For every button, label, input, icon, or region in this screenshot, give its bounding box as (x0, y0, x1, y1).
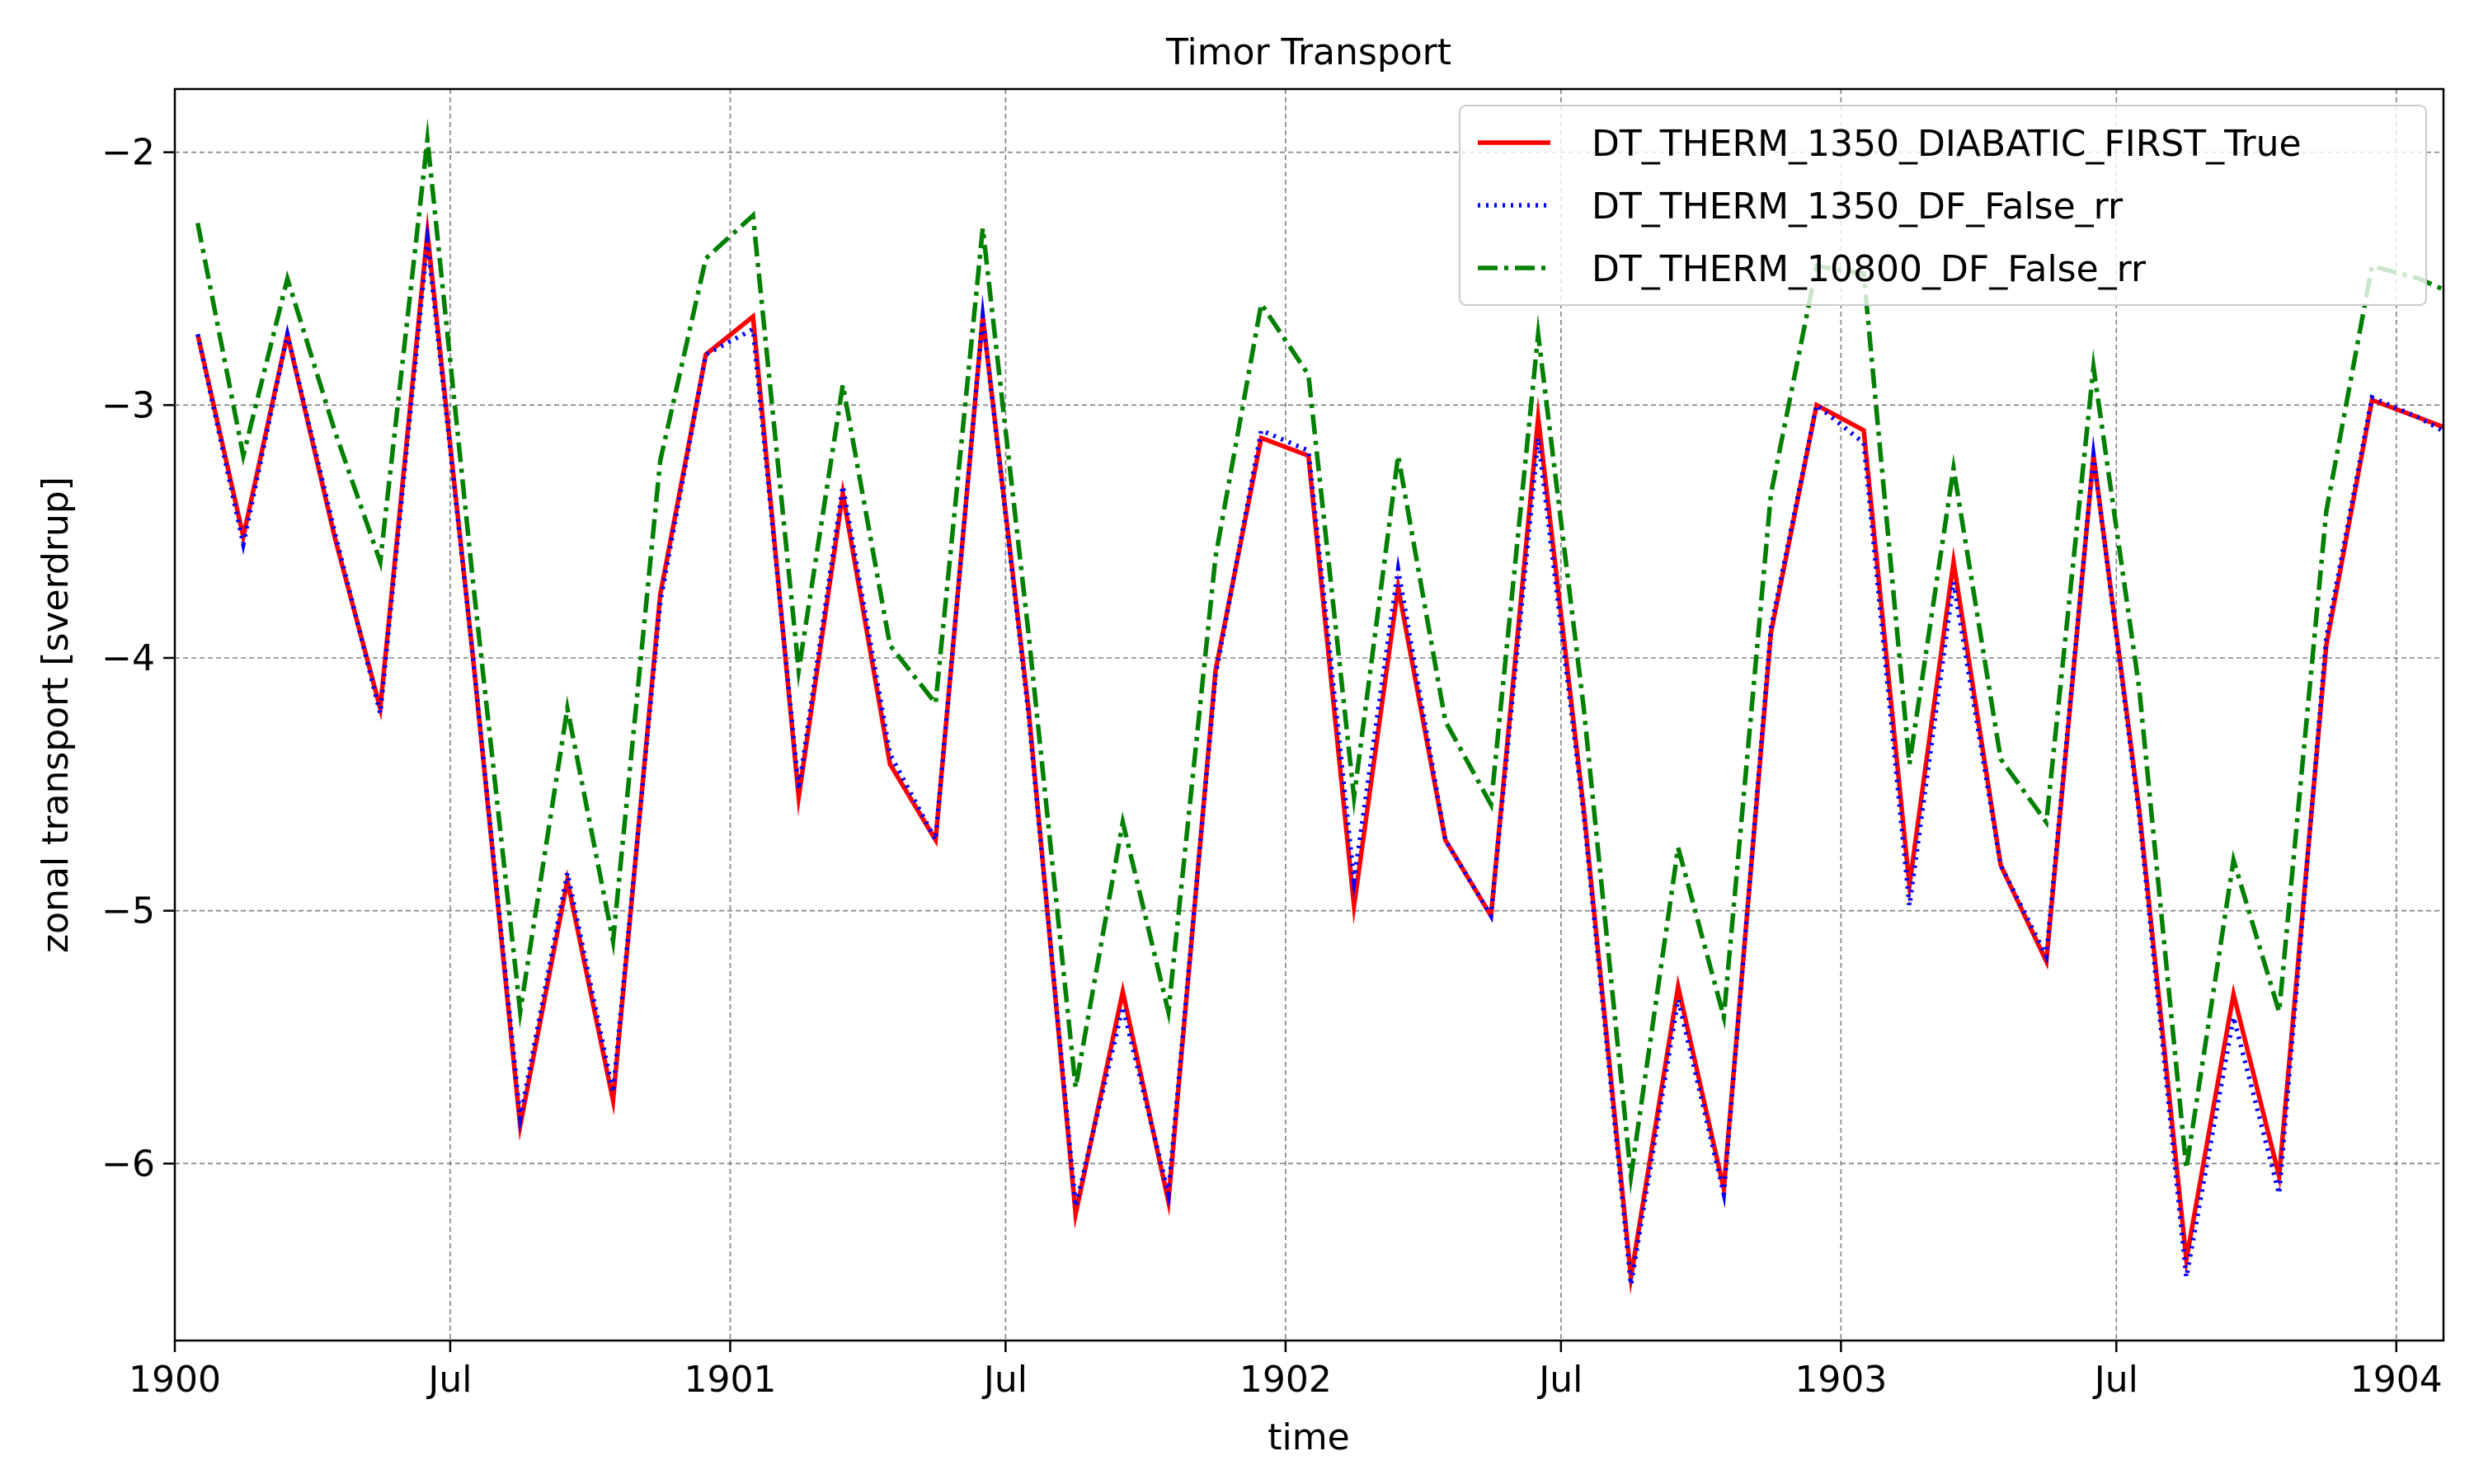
chart-title: Timor Transport (1165, 31, 1451, 73)
x-tick-label: Jul (981, 1359, 1028, 1401)
legend-label-2: DT_THERM_1350_DF_False_rr (1592, 186, 2124, 228)
x-tick-label: Jul (1536, 1359, 1583, 1401)
x-tick-label: 1901 (684, 1359, 776, 1401)
x-tick-label: 1904 (2350, 1359, 2443, 1401)
y-axis-label: zonal transport [sverdrup] (35, 477, 77, 953)
legend-box (1459, 105, 2427, 306)
y-tick-label: −6 (101, 1143, 155, 1185)
axis-ticks: 1900 Jul 1901 Jul 1902 Jul 1903 Jul 1904 −2 −3 −4 −5… (101, 132, 2443, 1401)
y-tick-label: −4 (101, 637, 155, 679)
y-tick-label: −5 (101, 890, 155, 932)
legend-label-1: DT_THERM_1350_DIABATIC_FIRST_True (1592, 123, 2302, 165)
x-tick-label: 1900 (129, 1359, 221, 1401)
plot-frame (173, 87, 2445, 1342)
legend: DT_THERM_1350_DIABATIC_FIRST_True DT_THER… (1459, 105, 2427, 306)
x-axis-label: time (1268, 1416, 1349, 1458)
y-tick-label: −3 (101, 384, 155, 426)
x-tick-label: Jul (2092, 1359, 2138, 1401)
series-group (195, 118, 2443, 1303)
x-tick-label: Jul (426, 1359, 472, 1401)
x-tick-label: 1902 (1239, 1359, 1332, 1401)
x-tick-label: 1903 (1794, 1359, 1887, 1401)
series-line-2 (195, 218, 2443, 1303)
series-line-3 (195, 118, 2443, 1195)
y-tick-label: −2 (101, 132, 155, 174)
series-line-1 (195, 211, 2443, 1295)
legend-label-3: DT_THERM_10800_DF_False_rr (1592, 248, 2147, 290)
